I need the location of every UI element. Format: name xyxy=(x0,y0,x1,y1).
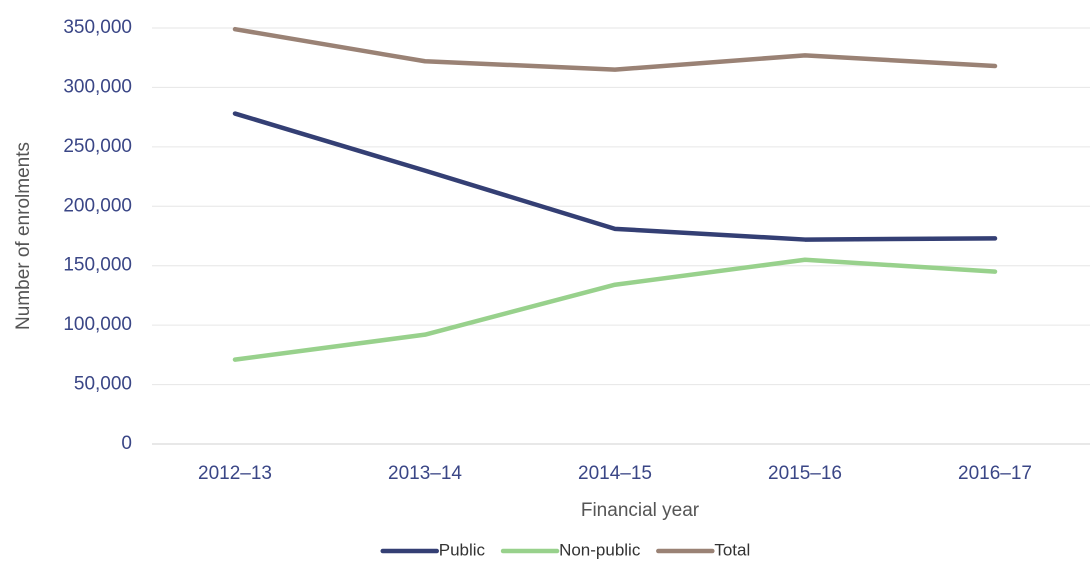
x-tick-label: 2013–14 xyxy=(388,463,462,484)
x-tick-label: 2016–17 xyxy=(958,463,1032,484)
x-tick-label: 2012–13 xyxy=(198,463,272,484)
line-series xyxy=(232,257,998,362)
y-tick-label: 200,000 xyxy=(63,195,132,216)
y-tick-label: 150,000 xyxy=(63,255,132,276)
line-series xyxy=(232,26,998,72)
y-axis-title: Number of enrolments xyxy=(13,142,34,330)
y-tick-label: 300,000 xyxy=(63,76,132,97)
y-tick-label: 0 xyxy=(121,433,132,454)
x-tick-label: 2014–15 xyxy=(578,463,652,484)
y-tick-label: 250,000 xyxy=(63,136,132,157)
legend-label: Non-public xyxy=(559,540,641,559)
y-tick-label: 50,000 xyxy=(74,374,132,395)
x-tick-label: 2015–16 xyxy=(768,463,842,484)
legend-label: Total xyxy=(714,540,750,559)
line-series xyxy=(232,111,998,242)
legend-label: Public xyxy=(439,540,486,559)
y-tick-label: 350,000 xyxy=(63,17,132,38)
x-axis-title: Financial year xyxy=(581,500,700,521)
y-tick-label: 100,000 xyxy=(63,314,132,335)
